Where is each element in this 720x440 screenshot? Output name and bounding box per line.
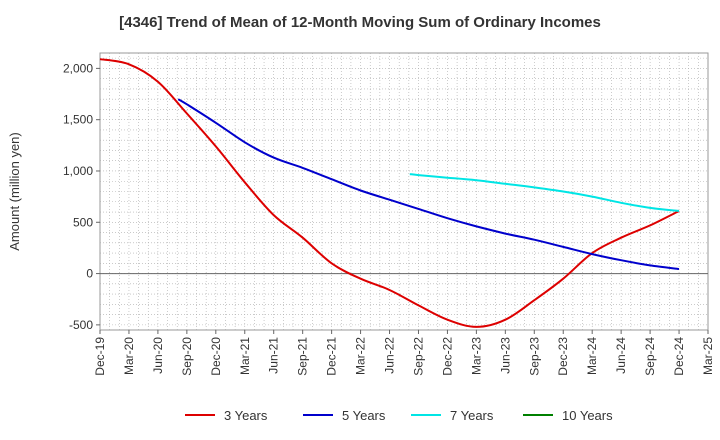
x-tick-label: Jun-21 [267,337,281,374]
y-axis-title: Amount (million yen) [7,132,22,251]
x-tick-label: Sep-24 [643,337,657,376]
y-tick-label: -500 [69,318,93,332]
x-tick-label: Sep-21 [296,337,310,376]
y-tick-label: 0 [86,267,93,281]
legend-label-7-years: 7 Years [450,408,494,423]
series-line-3-years [99,58,680,328]
x-tick-label: Dec-20 [209,337,223,376]
x-tick-label: Sep-22 [411,337,425,376]
series-line-7-years [409,173,680,212]
x-tick-label: Dec-23 [556,337,570,376]
legend: 3 Years 5 Years 7 Years 10 Years [185,408,613,423]
legend-label-10-years: 10 Years [562,408,613,423]
x-tick-label: Mar-22 [354,337,368,375]
x-tick-label: Dec-19 [93,337,107,376]
x-tick-label: Mar-21 [238,337,252,375]
y-tick-label: 2,000 [63,61,93,75]
y-tick-label: 500 [73,215,93,229]
x-tick-label: Mar-20 [122,337,136,375]
series-line-5-years [177,98,680,270]
chart-title: [4346] Trend of Mean of 12-Month Moving … [119,14,601,31]
x-tick-label: Jun-22 [383,337,397,374]
grid-lines [100,53,708,330]
x-tick-label: Jun-24 [614,337,628,374]
y-tick-label: 1,000 [63,164,93,178]
x-tick-label: Sep-23 [527,337,541,376]
y-axis: -500 0 500 1,000 1,500 2,000 [63,61,100,332]
series-lines [99,58,680,328]
x-tick-label: Mar-24 [585,337,599,375]
x-tick-label: Mar-23 [469,337,483,375]
x-tick-label: Dec-22 [440,337,454,376]
y-tick-label: 1,500 [63,113,93,127]
x-tick-label: Jun-20 [151,337,165,374]
x-tick-label: Jun-23 [498,337,512,374]
x-tick-label: Sep-20 [180,337,194,376]
x-tick-label: Dec-24 [672,337,686,376]
x-tick-label: Dec-21 [325,337,339,376]
legend-label-5-years: 5 Years [342,408,386,423]
legend-label-3-years: 3 Years [224,408,268,423]
x-axis: Dec-19 Mar-20 Jun-20 Sep-20 Dec-20 Mar-21 Jun-… [93,330,715,376]
x-tick-label: Mar-25 [701,337,715,375]
